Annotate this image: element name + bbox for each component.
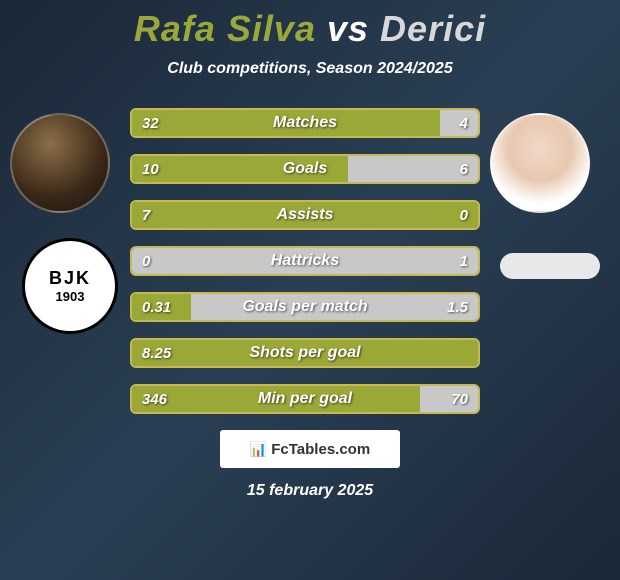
- stat-bar: 10Goals6: [130, 154, 480, 184]
- stat-bar: 0.31Goals per match1.5: [130, 292, 480, 322]
- stat-value-player2: 1.5: [447, 299, 468, 316]
- club-abbr: BJK: [49, 268, 91, 289]
- date-label: 15 february 2025: [0, 482, 620, 500]
- subtitle: Club competitions, Season 2024/2025: [0, 60, 620, 78]
- stat-label: Hattricks: [132, 252, 478, 270]
- stat-bars-container: 32Matches410Goals67Assists00Hattricks10.…: [130, 108, 480, 414]
- stat-bar: 8.25Shots per goal: [130, 338, 480, 368]
- comparison-title: Rafa Silva vs Derici: [0, 0, 620, 50]
- player1-club-logo: BJK 1903: [22, 238, 118, 334]
- stat-value-player2: 4: [460, 115, 468, 132]
- content-area: BJK 1903 32Matches410Goals67Assists00Hat…: [0, 108, 620, 414]
- stat-value-player2: 70: [451, 391, 468, 408]
- title-player1: Rafa Silva: [134, 8, 316, 49]
- stat-value-player2: 0: [460, 207, 468, 224]
- stat-value-player2: 6: [460, 161, 468, 178]
- stat-label: Assists: [132, 206, 478, 224]
- stat-label: Matches: [132, 114, 478, 132]
- player2-avatar: [490, 113, 590, 213]
- title-player2: Derici: [380, 8, 486, 49]
- stat-bar: 7Assists0: [130, 200, 480, 230]
- stat-label: Goals per match: [132, 298, 478, 316]
- watermark: 📊 FcTables.com: [220, 430, 400, 468]
- stat-bar: 346Min per goal70: [130, 384, 480, 414]
- player1-avatar: [10, 113, 110, 213]
- stat-value-player2: 1: [460, 253, 468, 270]
- title-vs: vs: [327, 8, 369, 49]
- stat-label: Min per goal: [132, 390, 478, 408]
- stat-bar: 32Matches4: [130, 108, 480, 138]
- club-year: 1903: [56, 289, 85, 304]
- stat-label: Shots per goal: [132, 344, 478, 362]
- watermark-icon: 📊: [250, 441, 267, 458]
- player2-club-placeholder: [500, 253, 600, 279]
- stat-bar: 0Hattricks1: [130, 246, 480, 276]
- watermark-text: FcTables.com: [271, 441, 370, 458]
- stat-label: Goals: [132, 160, 478, 178]
